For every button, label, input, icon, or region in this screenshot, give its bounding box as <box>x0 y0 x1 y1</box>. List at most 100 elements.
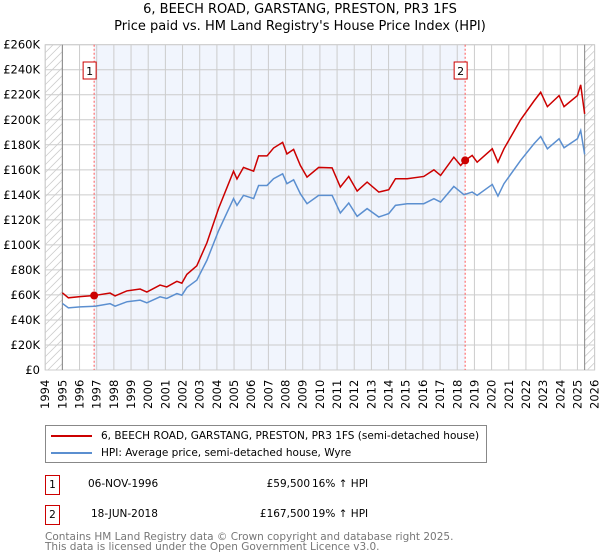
legend: 6, BEECH ROAD, GARSTANG, PRESTON, PR3 1F… <box>45 425 487 463</box>
x-tick-label: 2015 <box>399 380 413 409</box>
hatch-line <box>584 138 595 149</box>
chart-title: 6, BEECH ROAD, GARSTANG, PRESTON, PR3 1F… <box>143 2 457 17</box>
hatch-line <box>45 291 63 309</box>
y-tick-label: £140K <box>3 188 40 202</box>
hatch-line <box>45 107 63 125</box>
x-tick-label: 2009 <box>296 380 310 409</box>
x-tick-label: 2021 <box>502 380 516 409</box>
y-tick-label: £160K <box>3 163 40 177</box>
hatched-no-data-region <box>45 44 63 370</box>
x-tick-label: 2007 <box>261 380 275 409</box>
x-tick-label: 2011 <box>330 380 344 409</box>
hatch-line <box>45 275 63 293</box>
hatch-line <box>584 178 595 189</box>
hatch-line <box>45 67 63 85</box>
property-price-line <box>61 84 586 299</box>
shaded-ownership-region <box>94 44 466 370</box>
x-tick-label: 1997 <box>90 380 104 409</box>
x-tick-label: 2018 <box>450 380 464 409</box>
hatch-line <box>45 299 63 317</box>
hatch-line <box>584 50 595 61</box>
hatch-line <box>584 306 595 317</box>
sale-point <box>461 156 470 165</box>
sale-marker-box <box>453 61 468 80</box>
hatch-line <box>584 146 595 157</box>
hatch-line <box>584 226 595 237</box>
hatch-line <box>584 98 595 109</box>
hatch-line <box>584 266 595 277</box>
hatch-line <box>585 371 595 381</box>
x-tick-label: 2016 <box>416 380 430 409</box>
y-tick-label: £260K <box>3 38 40 52</box>
legend-blue-line <box>51 452 92 454</box>
hatch-line <box>584 122 595 133</box>
hatched-no-data-region <box>584 44 595 381</box>
hatch-line <box>45 259 63 277</box>
x-tick-label: 2019 <box>467 380 481 409</box>
legend-label: HPI: Average price, semi-detached house,… <box>101 447 352 459</box>
x-tick-label: 1996 <box>73 380 87 409</box>
y-tick-label: £100K <box>3 238 40 252</box>
hatch-line <box>584 290 595 301</box>
footer-licence: This data is licensed under the Open Gov… <box>45 541 380 553</box>
hatch-line <box>45 251 63 269</box>
hatch-line <box>45 139 63 157</box>
hatch-line <box>45 171 63 189</box>
hatch-line <box>45 75 63 93</box>
x-tick-label: 2003 <box>193 380 207 409</box>
hatch-line <box>584 202 595 213</box>
sale-marker-label: 1 <box>86 65 93 78</box>
hatch-line <box>584 82 595 93</box>
hatch-line <box>584 234 595 245</box>
x-tick-label: 2020 <box>485 380 499 409</box>
sale-marker-box <box>82 61 97 80</box>
hatch-line <box>584 66 595 77</box>
hatch-line <box>45 44 54 53</box>
transaction-price: £59,500 <box>266 478 310 490</box>
hatch-line <box>584 170 595 181</box>
hatch-line <box>45 179 63 197</box>
hatch-line <box>55 363 63 370</box>
x-tick-label: 2017 <box>433 380 447 409</box>
transaction-date: 18-JUN-2018 <box>91 508 158 520</box>
hatch-line <box>584 58 595 69</box>
hatch-line <box>45 347 63 365</box>
hatch-line <box>584 44 586 45</box>
hatch-line <box>45 115 63 133</box>
hatch-line <box>45 219 63 237</box>
hatch-line <box>584 130 595 141</box>
price-chart: £0 £20K £40K £60K £80K £100K £120K £140K £160K £1… <box>3 38 600 409</box>
y-tick-label: £180K <box>3 138 40 152</box>
y-tick-label: £120K <box>3 213 40 227</box>
hatch-line <box>584 338 595 349</box>
hatch-line <box>584 44 594 53</box>
sale-point <box>90 291 99 300</box>
hatch-line <box>584 162 595 173</box>
hatch-line <box>45 235 63 253</box>
hatch-line <box>45 243 63 261</box>
hatch-line <box>584 298 595 309</box>
y-tick-label: £80K <box>11 263 41 277</box>
x-tick-label: 1998 <box>107 380 121 409</box>
hatch-line <box>584 210 595 221</box>
hatch-line <box>45 131 63 149</box>
x-tick-label: 2000 <box>141 380 155 409</box>
x-tick-label: 2006 <box>244 380 258 409</box>
x-tick-label: 2004 <box>210 380 224 409</box>
legend-red-line <box>51 435 92 437</box>
hatch-line <box>584 74 595 85</box>
x-tick-label: 1994 <box>38 380 52 409</box>
y-tick-label: £240K <box>3 63 40 77</box>
hatch-line <box>584 154 595 165</box>
chart-subtitle: Price paid vs. HM Land Registry's House … <box>114 19 486 34</box>
x-tick-label: 2025 <box>570 380 584 409</box>
x-tick-label: 2024 <box>553 380 567 409</box>
hatch-line <box>584 106 595 117</box>
hatch-line <box>45 44 46 45</box>
x-tick-label: 2013 <box>364 380 378 409</box>
hatch-line <box>45 203 63 221</box>
x-tick-label: 2022 <box>519 380 533 409</box>
x-tick-label: 1995 <box>55 380 69 409</box>
hatch-line <box>45 331 63 349</box>
hatch-line <box>45 227 63 245</box>
